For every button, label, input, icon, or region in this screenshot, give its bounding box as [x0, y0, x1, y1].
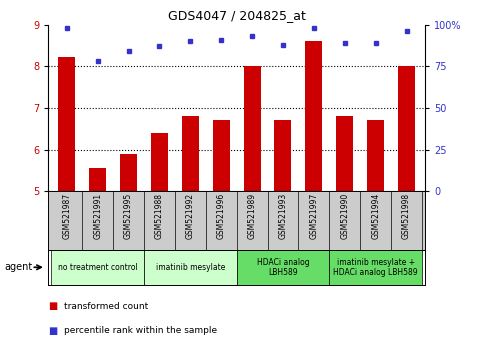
- Text: no treatment control: no treatment control: [58, 263, 138, 272]
- Bar: [58, 57, 75, 191]
- Text: GSM521990: GSM521990: [340, 193, 349, 239]
- Text: ■: ■: [48, 301, 57, 311]
- Text: GSM521988: GSM521988: [155, 193, 164, 239]
- Text: GSM521992: GSM521992: [186, 193, 195, 239]
- Text: GSM521987: GSM521987: [62, 193, 71, 239]
- Bar: [329, 250, 422, 285]
- Text: transformed count: transformed count: [64, 302, 148, 311]
- Bar: [398, 66, 415, 191]
- Text: GDS4047 / 204825_at: GDS4047 / 204825_at: [168, 9, 306, 22]
- Text: GSM521993: GSM521993: [279, 193, 287, 239]
- Text: agent: agent: [5, 262, 33, 272]
- Text: imatinib mesylate +
HDACi analog LBH589: imatinib mesylate + HDACi analog LBH589: [333, 258, 418, 277]
- Text: GSM521998: GSM521998: [402, 193, 411, 239]
- Text: imatinib mesylate: imatinib mesylate: [156, 263, 225, 272]
- Bar: [213, 120, 230, 191]
- Bar: [274, 120, 291, 191]
- Bar: [144, 250, 237, 285]
- Text: GSM521991: GSM521991: [93, 193, 102, 239]
- Text: ■: ■: [48, 326, 57, 336]
- Bar: [305, 41, 322, 191]
- Bar: [237, 250, 329, 285]
- Text: GSM521997: GSM521997: [310, 193, 318, 239]
- Text: GSM521994: GSM521994: [371, 193, 380, 239]
- Text: GSM521995: GSM521995: [124, 193, 133, 239]
- Bar: [182, 116, 199, 191]
- Bar: [120, 154, 137, 191]
- Bar: [51, 250, 144, 285]
- Bar: [89, 168, 106, 191]
- Bar: [151, 133, 168, 191]
- Bar: [367, 120, 384, 191]
- Text: percentile rank within the sample: percentile rank within the sample: [64, 326, 217, 336]
- Bar: [336, 116, 353, 191]
- Text: GSM521989: GSM521989: [248, 193, 256, 239]
- Bar: [243, 66, 261, 191]
- Text: GSM521996: GSM521996: [217, 193, 226, 239]
- Text: HDACi analog
LBH589: HDACi analog LBH589: [256, 258, 309, 277]
